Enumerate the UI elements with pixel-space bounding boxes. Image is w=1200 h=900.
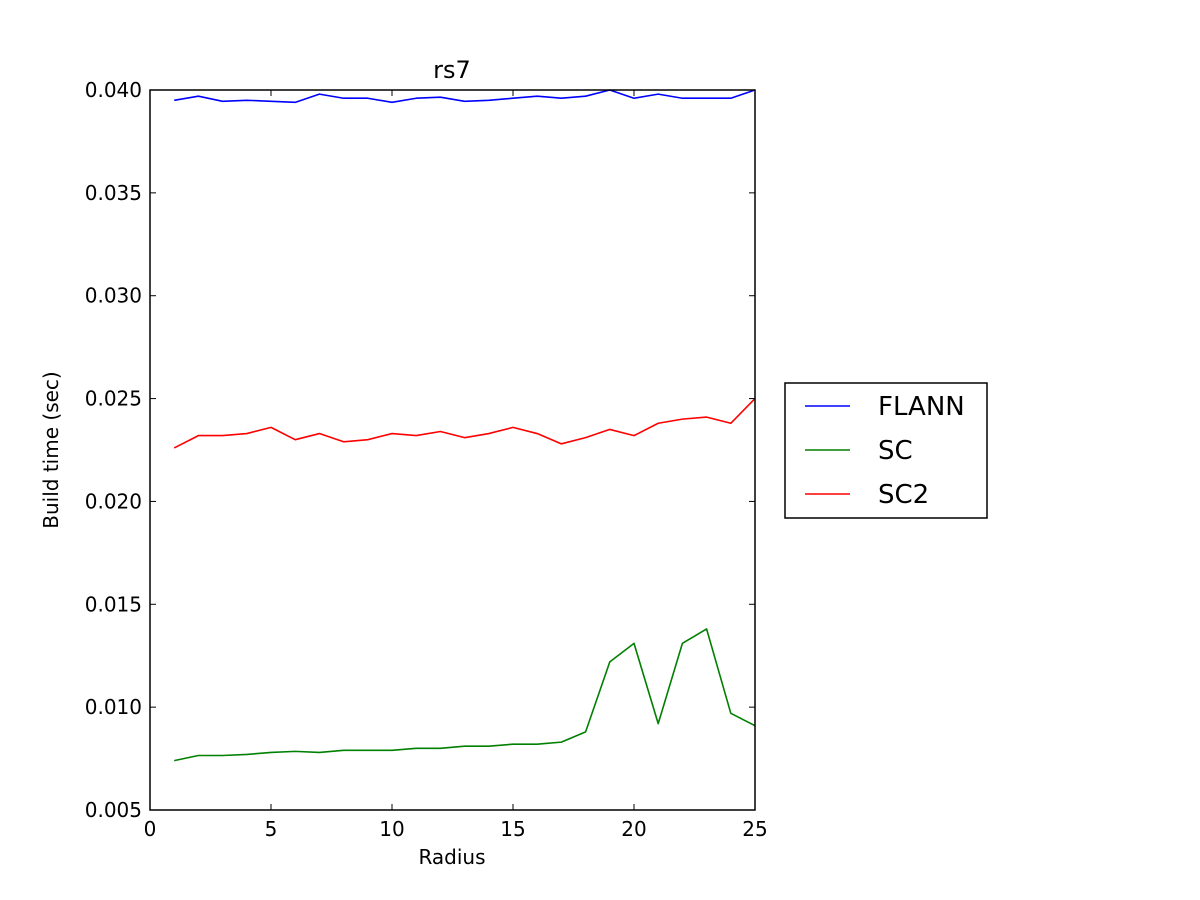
legend-items: FLANN SC SC2 bbox=[805, 392, 965, 510]
x-tick-label: 5 bbox=[265, 817, 278, 841]
series-line-flann bbox=[174, 89, 756, 104]
y-tick-label: 0.040 bbox=[85, 78, 142, 102]
series-line-sc bbox=[174, 628, 756, 762]
y-tick-label: 0.025 bbox=[85, 387, 142, 411]
legend: FLANN SC SC2 bbox=[784, 382, 988, 519]
plot-frame bbox=[149, 89, 756, 811]
y-tick-label: 0.030 bbox=[85, 284, 142, 308]
legend-label-sc2: SC2 bbox=[878, 480, 929, 510]
y-tick-label: 0.010 bbox=[85, 695, 142, 719]
x-tick-label: 15 bbox=[500, 817, 525, 841]
series-line-sc2 bbox=[173, 398, 756, 449]
x-tick-label: 0 bbox=[144, 817, 157, 841]
series-layer bbox=[173, 89, 756, 762]
ticks-layer: 0 5 10 15 20 25 0.005 0.010 0.015 0.020 0.025 0.030… bbox=[85, 78, 768, 841]
x-tick-label: 25 bbox=[742, 817, 767, 841]
y-tick-label: 0.015 bbox=[85, 592, 142, 616]
y-tick-label: 0.020 bbox=[85, 489, 142, 513]
x-axis-label: Radius bbox=[418, 845, 485, 869]
x-tick-label: 10 bbox=[379, 817, 404, 841]
y-tick-label: 0.035 bbox=[85, 181, 142, 205]
x-tick-label: 20 bbox=[621, 817, 646, 841]
legend-label-flann: FLANN bbox=[878, 392, 965, 422]
legend-label-sc: SC bbox=[878, 436, 913, 466]
y-tick-label: 0.005 bbox=[85, 798, 142, 822]
y-axis-label: Build time (sec) bbox=[39, 371, 63, 528]
chart-title: rs7 bbox=[433, 56, 471, 84]
